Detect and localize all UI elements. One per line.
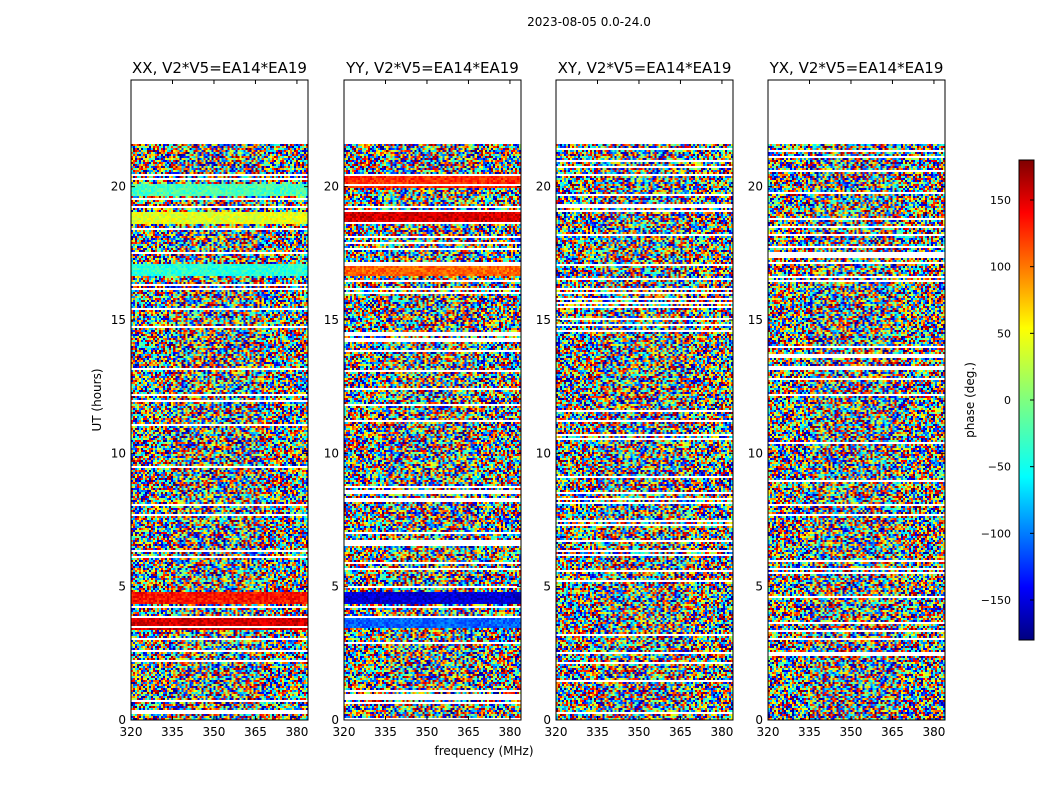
colorbar-label: phase (deg.) [963, 362, 977, 438]
y-tick-label: 20 [111, 180, 126, 194]
y-tick-label: 15 [324, 313, 339, 327]
panel-frame [555, 79, 734, 721]
x-tick-label: 350 [628, 725, 651, 739]
figure-title: 2023-08-05 0.0-24.0 [527, 15, 651, 29]
colorbar: 150 100 50 0 −50 −100 −150 [981, 159, 1035, 641]
colorbar-tick-label: −100 [981, 527, 1011, 540]
x-tick-label: 320 [120, 725, 143, 739]
x-tick-label: 365 [881, 725, 904, 739]
colorbar-ticks: 150 100 50 0 −50 −100 −150 [981, 194, 1034, 607]
y-tick-label: 5 [331, 580, 339, 594]
x-tick-label: 380 [285, 725, 308, 739]
heatmap-image [768, 80, 945, 720]
colorbar-tick-label: 50 [997, 327, 1011, 340]
panel-frame [767, 79, 946, 721]
x-tick-label: 335 [161, 725, 184, 739]
x-tick-label: 380 [710, 725, 733, 739]
y-tick-label: 0 [118, 713, 126, 727]
y-tick-label: 15 [111, 313, 126, 327]
y-tick-label: 0 [331, 713, 339, 727]
colorbar-tick-label: 100 [990, 261, 1011, 274]
panel-title: YY, V2*V5=EA14*EA19 [345, 59, 519, 77]
x-tick-label: 320 [545, 725, 568, 739]
colorbar-tick-label: −50 [988, 461, 1011, 474]
x-tick-label: 335 [798, 725, 821, 739]
panel-frame [343, 79, 522, 721]
x-tick-label: 335 [586, 725, 609, 739]
y-tick-label: 0 [755, 713, 763, 727]
y-tick-label: 20 [748, 180, 763, 194]
x-tick-label: 335 [374, 725, 397, 739]
y-tick-label: 0 [543, 713, 551, 727]
y-tick-label: 5 [543, 580, 551, 594]
x-tick-label: 320 [333, 725, 356, 739]
panels-group: XX, V2*V5=EA14*EA19 320 335 350 365 380 0 5 10 15… [111, 59, 946, 739]
panel-title: XY, V2*V5=EA14*EA19 [558, 59, 732, 77]
panel-frame [130, 79, 309, 721]
colorbar-tick-label: −150 [981, 594, 1011, 607]
y-tick-label: 15 [536, 313, 551, 327]
y-tick-label: 5 [118, 580, 126, 594]
heatmap-image [344, 80, 521, 720]
y-axis-label: UT (hours) [90, 368, 104, 431]
x-tick-label: 350 [203, 725, 226, 739]
panel-title: YX, V2*V5=EA14*EA19 [769, 59, 944, 77]
y-tick-label: 5 [755, 580, 763, 594]
x-tick-label: 350 [840, 725, 863, 739]
y-tick-label: 20 [536, 180, 551, 194]
heatmap-image [556, 80, 733, 720]
x-tick-label: 350 [416, 725, 439, 739]
y-tick-label: 15 [748, 313, 763, 327]
y-tick-label: 10 [324, 446, 339, 460]
colorbar-tick-label: 0 [1004, 394, 1011, 407]
y-tick-label: 10 [111, 446, 126, 460]
y-tick-label: 10 [748, 446, 763, 460]
y-tick-label: 10 [536, 446, 551, 460]
x-tick-label: 380 [922, 725, 945, 739]
x-axis-label: frequency (MHz) [434, 744, 533, 758]
colorbar-tick-label: 150 [990, 194, 1011, 207]
y-tick-label: 20 [324, 180, 339, 194]
x-tick-label: 380 [498, 725, 521, 739]
x-tick-label: 365 [244, 725, 267, 739]
x-tick-label: 365 [669, 725, 692, 739]
heatmap-image [131, 80, 308, 720]
panel-title: XX, V2*V5=EA14*EA19 [132, 59, 307, 77]
x-tick-label: 320 [757, 725, 780, 739]
x-tick-label: 365 [457, 725, 480, 739]
